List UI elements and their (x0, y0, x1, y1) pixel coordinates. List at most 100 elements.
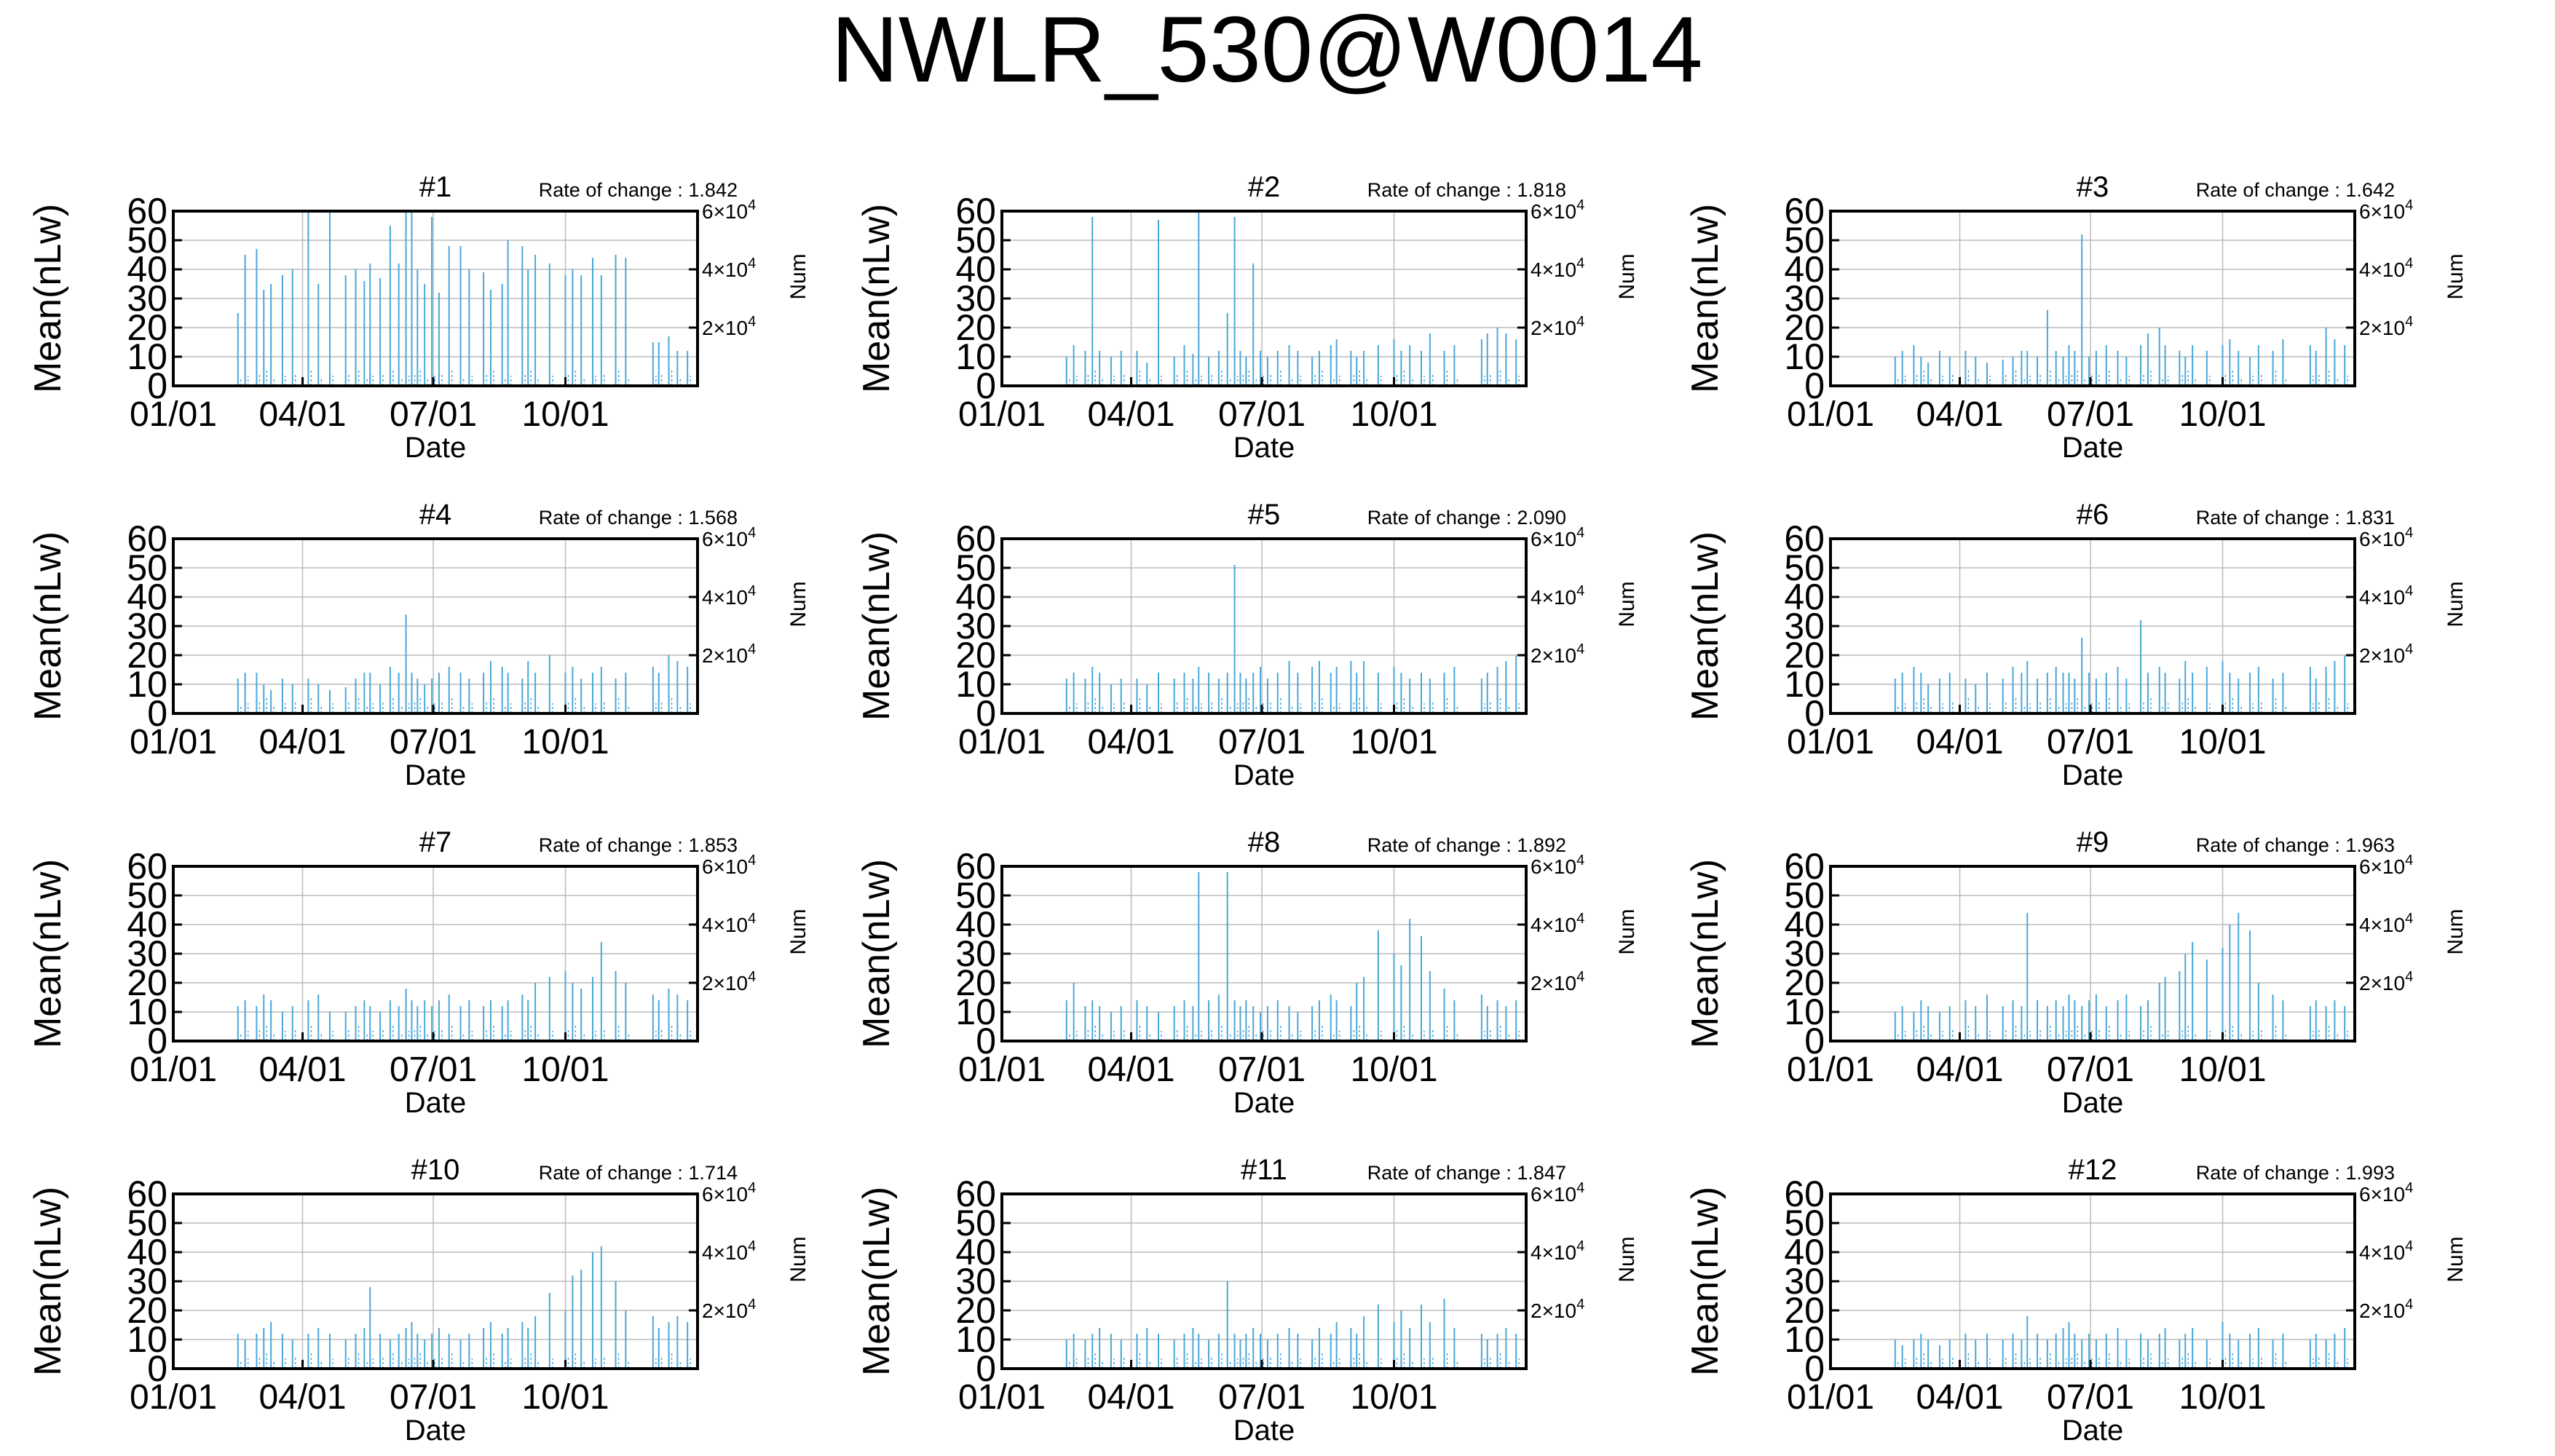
y2-axis-label: Num (2444, 909, 2468, 954)
panel-title: #11 (1241, 1154, 1287, 1186)
rate-of-change: Rate of change : 1.842 (539, 179, 738, 201)
y2-tick-label: 6×104 (1531, 852, 1584, 878)
y2-tick-exponent: 4 (1576, 197, 1584, 213)
y-tick-label: 30 (955, 933, 996, 974)
y2-tick-mantissa: 6×10 (2359, 200, 2405, 223)
x-tick-label: 01/01 (1787, 723, 1874, 761)
y2-tick-label: 2×104 (702, 969, 756, 994)
panel-title: #2 (1248, 171, 1281, 203)
y-tick-label: 50 (127, 1203, 167, 1243)
y2-tick-exponent: 4 (1576, 1180, 1584, 1196)
x-tick-label: 01/01 (958, 395, 1046, 434)
y-tick-label: 50 (955, 547, 996, 588)
y-tick-label: 0 (147, 1021, 167, 1061)
y2-tick-mantissa: 4×10 (2359, 914, 2405, 936)
panel-title: #4 (419, 499, 452, 531)
y2-tick-label: 2×104 (2359, 1297, 2413, 1322)
y-tick-label: 50 (1784, 1203, 1825, 1243)
y2-tick-mantissa: 4×10 (702, 1241, 748, 1264)
x-axis-label: Date (405, 1415, 467, 1447)
y2-tick-exponent: 4 (2405, 852, 2413, 869)
y-tick-label: 60 (127, 518, 167, 559)
x-axis-label: Date (2062, 1415, 2124, 1447)
y2-tick-exponent: 4 (748, 256, 756, 272)
rate-of-change: Rate of change : 1.568 (539, 507, 738, 529)
y-tick-label: 0 (1804, 1348, 1825, 1389)
y-tick-label: 60 (127, 1174, 167, 1214)
y2-tick-mantissa: 4×10 (1531, 914, 1576, 936)
y-tick-label: 50 (955, 220, 996, 261)
y2-tick-mantissa: 6×10 (2359, 855, 2405, 878)
y2-tick-mantissa: 4×10 (702, 586, 748, 609)
y-tick-label: 60 (955, 1174, 996, 1214)
y-tick-label: 20 (127, 307, 167, 348)
y2-tick-mantissa: 4×10 (702, 258, 748, 281)
y2-tick-exponent: 4 (1576, 583, 1584, 599)
y-tick-label: 40 (955, 249, 996, 290)
rate-of-change: Rate of change : 1.853 (539, 834, 738, 856)
y2-tick-exponent: 4 (1576, 314, 1584, 330)
y-tick-label: 20 (127, 635, 167, 676)
y-axis-label: Mean(nLw) (27, 204, 69, 393)
rate-of-change: Rate of change : 1.714 (539, 1162, 738, 1184)
y-tick-label: 0 (976, 1348, 996, 1389)
y2-tick-label: 4×104 (2359, 911, 2413, 936)
y2-tick-mantissa: 6×10 (1531, 200, 1576, 223)
x-tick-label: 01/01 (958, 1051, 1046, 1089)
y2-tick-exponent: 4 (748, 525, 756, 541)
y2-axis-label: Num (786, 581, 810, 627)
y2-axis-label: Num (1615, 253, 1639, 299)
y2-tick-exponent: 4 (2405, 641, 2413, 657)
y2-axis-label: Num (1615, 581, 1639, 627)
x-tick-label: 01/01 (1787, 1051, 1874, 1089)
y2-tick-exponent: 4 (1576, 911, 1584, 927)
y2-tick-label: 4×104 (2359, 1238, 2413, 1264)
y-tick-label: 20 (955, 635, 996, 676)
y2-tick-mantissa: 2×10 (1531, 317, 1576, 339)
y-tick-label: 0 (976, 693, 996, 734)
y2-tick-label: 4×104 (702, 583, 756, 609)
y-tick-label: 40 (1784, 1232, 1825, 1273)
y-tick-label: 60 (1784, 191, 1825, 232)
y-tick-label: 40 (955, 904, 996, 945)
y-tick-label: 10 (1784, 1319, 1825, 1360)
y2-tick-exponent: 4 (1576, 1238, 1584, 1254)
y-tick-label: 0 (976, 1021, 996, 1061)
y2-tick-exponent: 4 (2405, 1238, 2413, 1254)
x-tick-label: 04/01 (258, 1051, 346, 1089)
y-tick-label: 10 (955, 664, 996, 705)
x-tick-label: 10/01 (2179, 723, 2266, 761)
y2-tick-label: 6×104 (2359, 525, 2413, 550)
y2-tick-exponent: 4 (2405, 314, 2413, 330)
y2-axis-label: Num (2444, 253, 2468, 299)
y-tick-label: 30 (127, 606, 167, 646)
x-tick-label: 07/01 (390, 723, 477, 761)
y-tick-label: 30 (955, 1261, 996, 1302)
y-tick-label: 0 (147, 693, 167, 734)
panel-title: #8 (1248, 826, 1281, 858)
y-axis-label: Mean(nLw) (856, 204, 898, 393)
y-tick-label: 50 (127, 547, 167, 588)
panel-title: #6 (2077, 499, 2109, 531)
y-tick-label: 20 (955, 307, 996, 348)
panel-title: #7 (419, 826, 452, 858)
y2-tick-exponent: 4 (1576, 969, 1584, 985)
y-tick-label: 10 (955, 992, 996, 1032)
x-axis-label: Date (2062, 432, 2124, 464)
x-tick-label: 07/01 (1218, 1051, 1306, 1089)
x-tick-label: 10/01 (521, 1051, 609, 1089)
y-axis-label: Mean(nLw) (1684, 859, 1726, 1048)
y-tick-label: 0 (147, 1348, 167, 1389)
x-tick-label: 04/01 (258, 395, 346, 434)
x-tick-label: 10/01 (521, 723, 609, 761)
y2-tick-exponent: 4 (748, 852, 756, 869)
y2-tick-mantissa: 4×10 (702, 914, 748, 936)
y-tick-label: 20 (1784, 962, 1825, 1003)
y-tick-label: 40 (1784, 577, 1825, 617)
y-tick-label: 10 (127, 336, 167, 377)
y2-tick-label: 4×104 (702, 911, 756, 936)
x-tick-label: 07/01 (390, 1051, 477, 1089)
